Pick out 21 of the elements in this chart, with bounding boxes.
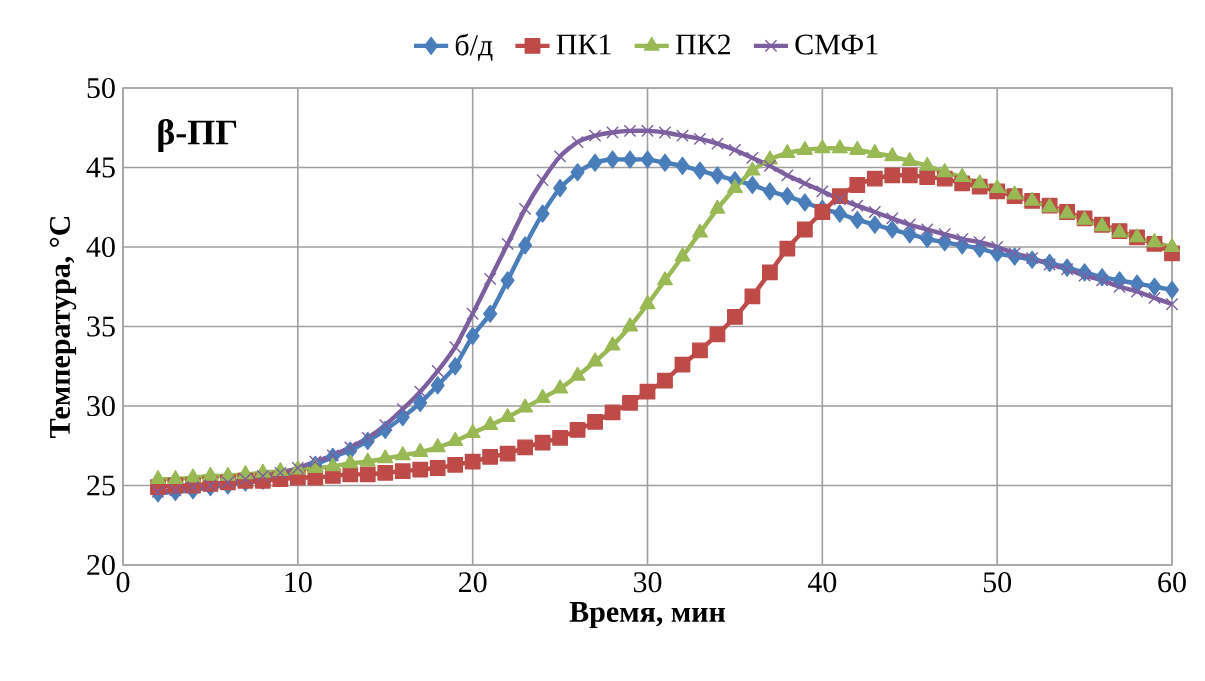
y-tick-label: 40 [86, 236, 115, 258]
y-tick-label: 35 [87, 316, 115, 337]
y-tick-label: 50 [87, 77, 115, 99]
y-axis-title: Температура, °C [49, 216, 77, 438]
legend-label: ПК2 [675, 34, 730, 55]
legend-label: ПК1 [556, 34, 611, 55]
x-tick-label: 50 [983, 572, 1012, 593]
legend-label: СМФ1 [795, 34, 878, 55]
x-tick-label: 10 [285, 572, 312, 593]
x-tick-label: 60 [1158, 572, 1186, 593]
x-axis-title: Время, мин [569, 602, 726, 629]
x-tick-label: 0 [116, 572, 130, 593]
x-tick-label: 40 [807, 572, 837, 593]
y-tick-label: 20 [87, 554, 115, 576]
annotation: β-ПГ [158, 118, 237, 152]
legend-label: б/д [455, 33, 493, 61]
y-tick-label: 45 [86, 157, 115, 178]
x-tick-label: 30 [633, 572, 662, 593]
x-tick-label: 20 [458, 572, 487, 593]
y-tick-label: 30 [87, 395, 115, 417]
y-tick-label: 25 [87, 475, 115, 496]
